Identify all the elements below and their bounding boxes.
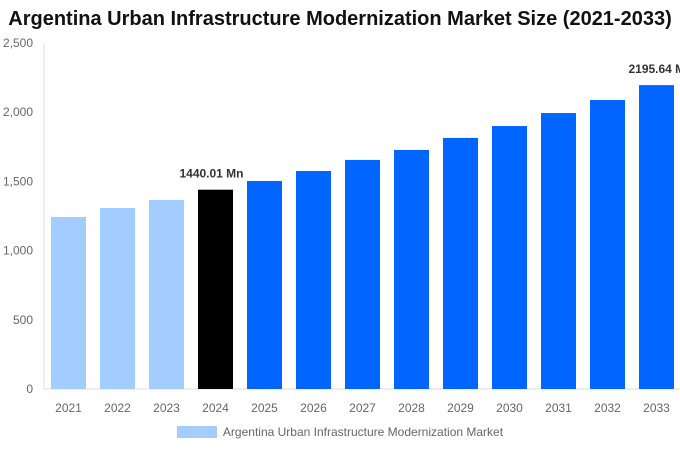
legend-label: Argentina Urban Infrastructure Moderniza… [222,425,504,439]
y-tick-label: 1,000 [3,244,33,258]
x-tick-label: 2023 [153,401,180,415]
bar-2028 [394,149,429,389]
bar-2032 [590,100,625,389]
y-tick-label: 2,500 [3,36,33,50]
x-tick-label: 2033 [643,401,670,415]
y-tick-label: 0 [26,382,33,396]
bar-2023 [149,199,184,389]
bar-2030 [492,126,527,389]
bar-2021 [51,216,86,389]
y-tick-label: 1,500 [3,174,33,188]
legend: Argentina Urban Infrastructure Moderniza… [0,425,680,439]
bar-2024 [198,189,233,389]
bar-2029 [443,137,478,389]
x-tick-label: 2030 [496,401,523,415]
bar-2027 [345,159,380,389]
x-tick-label: 2022 [104,401,131,415]
x-tick-label: 2028 [398,401,425,415]
chart-title: Argentina Urban Infrastructure Moderniza… [8,8,672,30]
x-tick-label: 2021 [55,401,82,415]
bar-2033 [639,85,674,390]
data-label: 2195.64 Mn [628,62,680,76]
data-label: 1440.01 Mn [179,167,243,181]
bar-2025 [247,180,282,389]
x-tick-label: 2031 [545,401,572,415]
x-tick-label: 2029 [447,401,474,415]
x-tick-label: 2024 [202,401,229,415]
bar-2031 [541,113,576,390]
bar-2026 [296,171,331,389]
x-tick-label: 2027 [349,401,376,415]
x-tick-label: 2025 [251,401,278,415]
bar-2022 [100,207,135,389]
y-tick-label: 2,000 [3,105,33,119]
y-tick-label: 500 [13,313,33,327]
x-tick-label: 2026 [300,401,327,415]
x-tick-label: 2032 [594,401,621,415]
legend-swatch [176,426,217,438]
